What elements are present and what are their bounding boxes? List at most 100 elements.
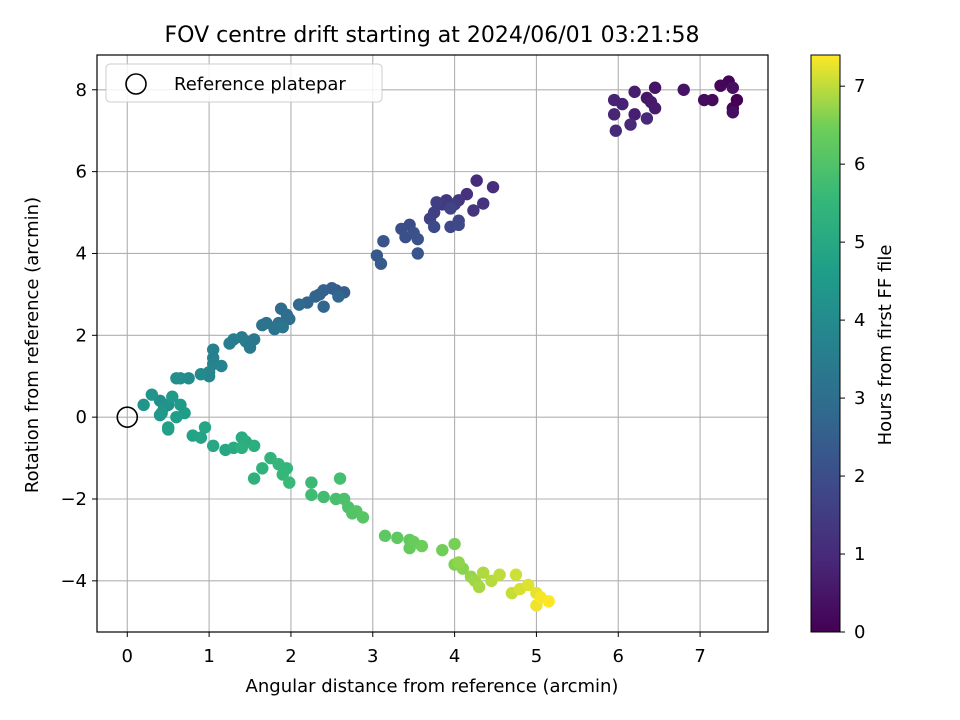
data-point (726, 106, 740, 119)
legend-reference-marker (125, 73, 147, 95)
colorbar-gradient (810, 54, 841, 633)
y-tick-label: −4 (60, 571, 87, 592)
data-point (283, 476, 296, 489)
data-point (137, 398, 150, 412)
data-point (256, 318, 269, 332)
x-tick-label: 1 (203, 646, 214, 667)
data-point (628, 108, 641, 121)
colorbar-tick-label: 3 (854, 388, 865, 409)
data-point (477, 566, 490, 579)
y-axis-label: Rotation from reference (arcmin) (22, 197, 43, 493)
data-point (378, 529, 392, 543)
legend-entry-reference: Reference platepar (174, 74, 346, 95)
plot-frame (96, 54, 769, 633)
data-point (415, 539, 429, 553)
data-point (452, 556, 465, 569)
colorbar-tick-label: 0 (854, 622, 865, 643)
data-point (472, 580, 486, 594)
data-point (161, 423, 175, 436)
reference-marker-group (116, 406, 139, 428)
data-point (436, 543, 449, 557)
data-point (194, 367, 208, 381)
gridlines (97, 55, 768, 632)
colorbar-tick-label: 6 (854, 154, 865, 175)
data-point (542, 595, 555, 608)
data-point (247, 472, 261, 485)
legend: Reference platepar (105, 63, 383, 103)
colorbar: 0 1 2 3 4 5 6 7 Hours from first FF file (810, 54, 896, 643)
data-point (430, 196, 443, 209)
data-point (714, 79, 727, 92)
y-tick-label: 8 (76, 80, 87, 101)
data-points (137, 75, 744, 612)
reference-platepar-marker (116, 406, 139, 428)
data-point (470, 174, 483, 187)
data-point (145, 388, 159, 401)
data-point (448, 537, 461, 551)
data-point (467, 204, 480, 217)
y-axis-ticks: −4 −2 0 2 4 6 8 (60, 80, 97, 592)
data-point (411, 232, 424, 246)
data-point (292, 298, 306, 311)
data-point (170, 372, 183, 385)
data-point (215, 359, 228, 373)
data-point (726, 81, 740, 94)
data-point (628, 85, 641, 99)
data-point (206, 439, 220, 453)
data-point (333, 472, 347, 485)
data-point (607, 93, 621, 107)
data-point (166, 390, 179, 403)
data-point (305, 476, 318, 489)
y-tick-label: 2 (76, 325, 87, 346)
data-point (411, 247, 424, 260)
data-point (452, 218, 465, 232)
data-point (697, 93, 711, 107)
data-point (648, 81, 662, 94)
data-point (609, 124, 622, 137)
x-tick-label: 0 (122, 646, 133, 667)
colorbar-tick-label: 7 (854, 76, 865, 97)
x-tick-label: 3 (367, 646, 378, 667)
data-point (607, 108, 621, 121)
data-point (677, 83, 690, 96)
legend-box (105, 63, 383, 103)
data-point (374, 257, 388, 270)
data-point (256, 462, 269, 475)
y-tick-label: 0 (76, 407, 87, 428)
colorbar-ticks: 0 1 2 3 4 5 6 7 (840, 76, 865, 643)
data-point (493, 568, 506, 581)
data-point (153, 408, 167, 422)
data-point (377, 234, 390, 248)
colorbar-tick-label: 4 (854, 310, 865, 331)
colorbar-tick-label: 5 (854, 232, 865, 253)
x-tick-label: 2 (285, 646, 296, 667)
data-point (223, 337, 236, 350)
colorbar-label: Hours from first FF file (875, 245, 896, 446)
x-axis-label: Angular distance from reference (arcmin) (246, 676, 619, 697)
colorbar-tick-label: 1 (854, 544, 865, 565)
x-tick-label: 5 (531, 646, 542, 667)
x-tick-label: 6 (613, 646, 624, 667)
data-point (198, 421, 212, 434)
data-point (486, 180, 500, 194)
data-point (391, 531, 404, 545)
x-tick-label: 7 (694, 646, 705, 667)
data-point (444, 202, 457, 215)
data-point (194, 431, 208, 444)
chart-title: FOV centre drift starting at 2024/06/01 … (165, 23, 700, 48)
data-point (624, 118, 637, 131)
y-tick-label: 4 (76, 243, 87, 264)
colorbar-tick-label: 2 (854, 466, 865, 487)
data-point (317, 490, 330, 504)
data-point (276, 320, 289, 334)
data-point (640, 112, 654, 125)
data-point (332, 290, 345, 303)
data-point (243, 341, 257, 354)
data-point (235, 441, 249, 455)
data-point (317, 300, 330, 313)
data-point (477, 197, 490, 210)
y-tick-label: −2 (60, 489, 87, 510)
data-point (648, 101, 662, 115)
